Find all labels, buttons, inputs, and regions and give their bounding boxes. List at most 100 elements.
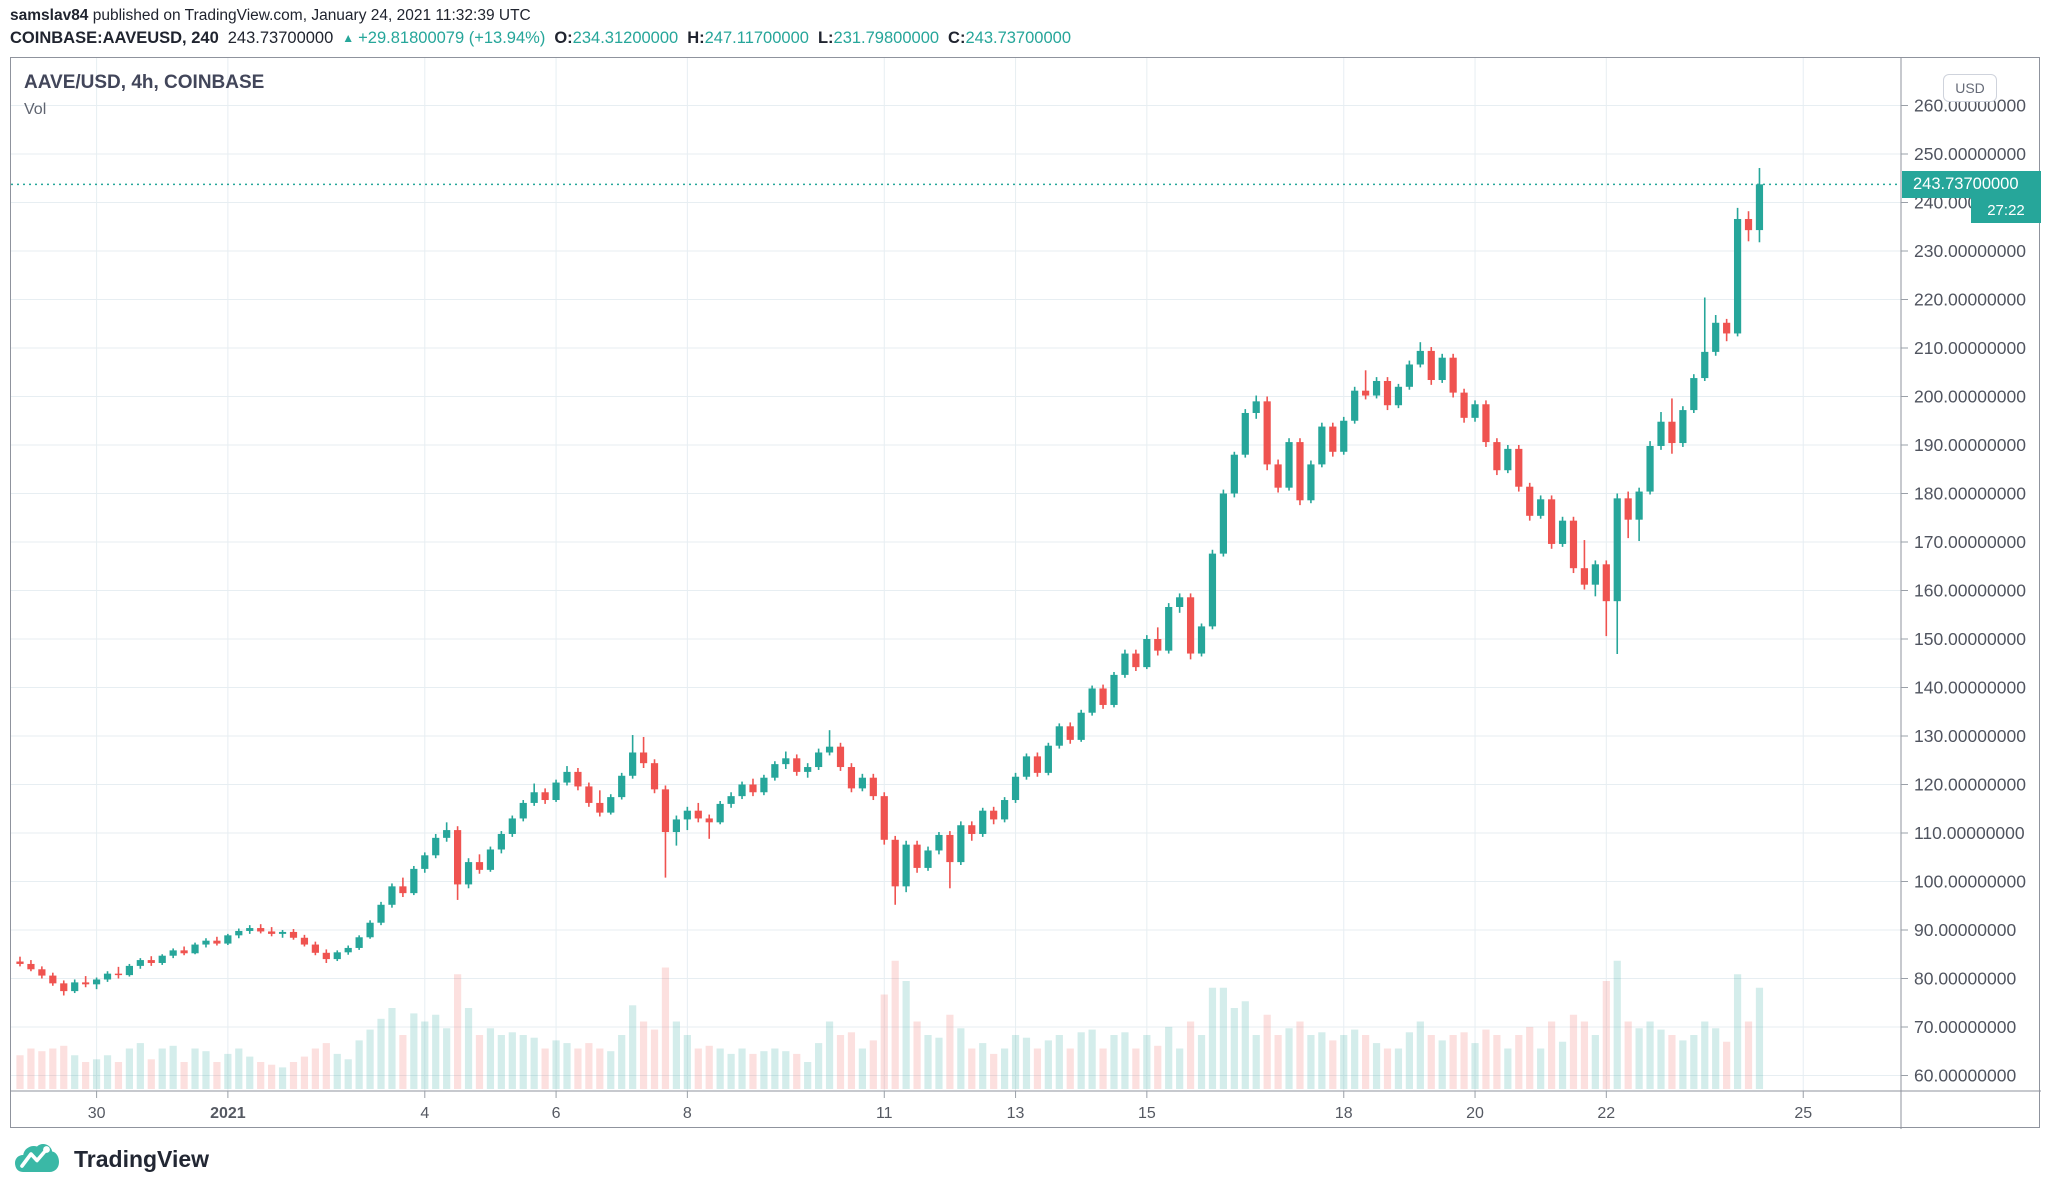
volume-bar [1591, 1035, 1599, 1089]
price-tick-label[interactable]: 180.00000000 [1914, 484, 2026, 504]
volume-bar [464, 1008, 473, 1089]
time-tick-label[interactable]: 2021 [210, 1105, 246, 1122]
volume-bar [1197, 1035, 1206, 1089]
price-tick-label[interactable]: 110.00000000 [1914, 823, 2025, 843]
price-tick-label[interactable]: 140.00000000 [1914, 678, 2026, 698]
volume-bar [618, 1035, 626, 1089]
time-tick-label[interactable]: 6 [552, 1105, 561, 1122]
time-tick-label[interactable]: 13 [1007, 1105, 1025, 1122]
volume-bar [1121, 1032, 1129, 1089]
candle-body [880, 796, 888, 840]
volume-bar [585, 1043, 593, 1089]
price-tick-label[interactable]: 200.00000000 [1914, 387, 2026, 407]
open-value: 234.31200000 [572, 29, 679, 47]
time-tick-label[interactable]: 11 [876, 1105, 893, 1122]
price-tick-label[interactable]: 230.00000000 [1914, 241, 2026, 261]
symbol-name: COINBASE:AAVEUSD, 240 [10, 29, 219, 47]
candle-body [191, 944, 199, 954]
candle-body [289, 931, 298, 938]
candle-body [180, 950, 188, 954]
price-tick-label[interactable]: 60.00000000 [1914, 1066, 2016, 1086]
candle-body [1569, 520, 1578, 569]
volume-bar [1362, 1035, 1370, 1089]
volume-bar [782, 1051, 790, 1089]
time-tick-label[interactable]: 22 [1597, 1105, 1615, 1122]
volume-bar [454, 974, 462, 1089]
candle-body [913, 844, 921, 868]
candle-body [1602, 564, 1610, 602]
candle-body [1504, 448, 1512, 471]
price-tick-label[interactable]: 210.00000000 [1914, 338, 2026, 358]
candle-body [300, 937, 309, 945]
candle-body [213, 940, 221, 944]
volume-bar [27, 1048, 35, 1089]
volume-bar [224, 1053, 232, 1089]
price-tick-label[interactable]: 70.00000000 [1914, 1017, 2016, 1037]
volume-bar [1274, 1035, 1282, 1089]
volume-bar [946, 1014, 954, 1089]
volume-bar [880, 994, 888, 1089]
price-tick-label[interactable]: 120.00000000 [1914, 775, 2026, 795]
candle-body [268, 931, 276, 934]
byline: samslav84 published on TradingView.com, … [10, 5, 1071, 26]
time-tick-label[interactable]: 30 [88, 1105, 106, 1122]
time-tick-label[interactable]: 25 [1794, 1105, 1812, 1122]
volume-bar [1504, 1048, 1512, 1089]
volume-bar [421, 1021, 429, 1089]
price-tick-label[interactable]: 100.00000000 [1914, 872, 2026, 892]
candle-body [607, 797, 615, 813]
candle-body [1340, 420, 1348, 452]
candle-body [1186, 597, 1195, 654]
tradingview-logo-icon [15, 1144, 59, 1172]
price-tick-label[interactable]: 170.00000000 [1914, 532, 2026, 552]
volume-bar [825, 1021, 834, 1089]
low-label: L: [817, 29, 834, 47]
volume-bar [366, 1029, 374, 1089]
price-tick-label[interactable]: 150.00000000 [1914, 629, 2026, 649]
volume-bar [596, 1048, 604, 1089]
candlestick-chart[interactable]: 260.00000000250.00000000240.00000000230.… [11, 58, 2041, 1129]
time-tick-label[interactable]: 8 [683, 1105, 692, 1122]
candle-body [990, 810, 998, 820]
volume-bar [1088, 1029, 1096, 1089]
volume-bar [1493, 1035, 1501, 1089]
price-tick-label[interactable]: 190.00000000 [1914, 435, 2026, 455]
candle-body [946, 834, 954, 863]
candle-body [804, 767, 812, 772]
time-tick-label[interactable]: 20 [1466, 1105, 1484, 1122]
candle-body [125, 965, 133, 976]
price-tick-label[interactable]: 90.00000000 [1914, 920, 2016, 940]
price-tick-label[interactable]: 80.00000000 [1914, 969, 2016, 989]
volume-bar [1712, 1028, 1720, 1089]
volume-bar [519, 1035, 527, 1089]
tradingview-brand[interactable]: TradingView [14, 1140, 209, 1178]
volume-bar [1701, 1021, 1709, 1089]
candle-body [278, 931, 287, 934]
price-tick-label[interactable]: 220.00000000 [1914, 290, 2026, 310]
volume-bar [1099, 1048, 1107, 1089]
candle-body [224, 935, 232, 944]
volume-bar [1022, 1037, 1031, 1089]
time-tick-label[interactable]: 4 [420, 1105, 429, 1122]
candle-body [235, 930, 243, 936]
candle-body [639, 752, 648, 764]
currency-toggle-button[interactable]: USD [1943, 74, 1997, 102]
volume-bar [1679, 1040, 1687, 1089]
candle-body [1591, 564, 1599, 585]
price-tick-label[interactable]: 260.00000000 [1914, 96, 2026, 116]
price-tick-label[interactable]: 130.00000000 [1914, 726, 2026, 746]
candle-body [158, 955, 166, 963]
volume-bar [1230, 1008, 1238, 1089]
candle-body [1701, 351, 1709, 379]
candle-body [1646, 445, 1654, 492]
price-tick-label[interactable]: 250.00000000 [1914, 144, 2026, 164]
volume-bar [902, 981, 910, 1089]
candle-body [530, 792, 538, 803]
candle-body [650, 763, 659, 790]
price-tick-label[interactable]: 160.00000000 [1914, 581, 2026, 601]
time-tick-label[interactable]: 15 [1138, 1105, 1156, 1122]
candle-body [147, 960, 155, 963]
close-value: 243.73700000 [965, 29, 1071, 47]
time-tick-label[interactable]: 18 [1335, 1105, 1353, 1122]
volume-bar [1318, 1032, 1326, 1089]
